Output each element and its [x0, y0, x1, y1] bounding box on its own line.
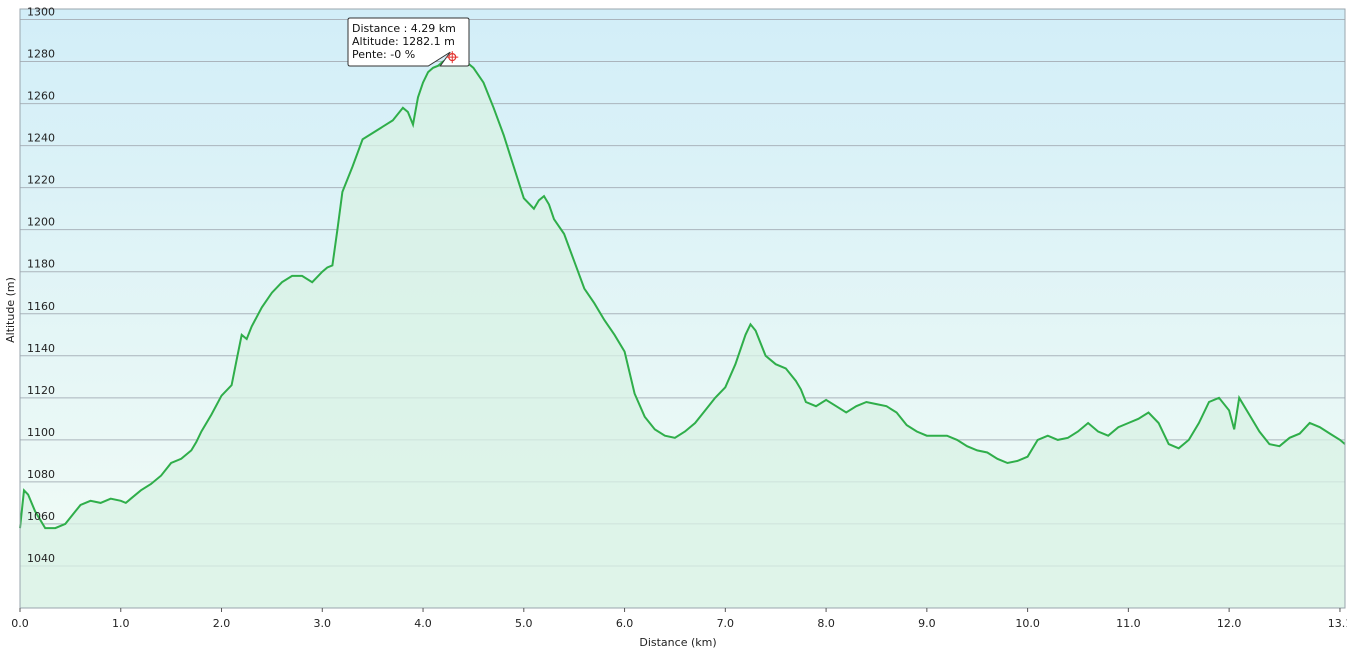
y-tick-label: 1200	[27, 216, 55, 229]
y-tick-label: 1280	[27, 48, 55, 61]
x-tick-label: 8.0	[817, 617, 835, 630]
y-tick-label: 1040	[27, 552, 55, 565]
y-tick-label: 1120	[27, 384, 55, 397]
y-tick-label: 1240	[27, 132, 55, 145]
altitude-line	[19, 56, 1346, 530]
x-tick-label: 13.1	[1328, 617, 1347, 630]
y-tick-label: 1160	[27, 300, 55, 313]
y-tick-label: 1300	[27, 6, 55, 19]
x-tick-label: 9.0	[918, 617, 936, 630]
y-axis-title: Altitude (m)	[4, 277, 17, 343]
x-axis-ticks: 0.0 1.0 2.0 3.0 4.0 5.0 6.0 7.0 8.0 9.0 10.0 11.0 12…	[11, 608, 1347, 630]
y-tick-label: 1180	[27, 258, 55, 271]
y-tick-label: 1140	[27, 342, 55, 355]
y-tick-label: 1060	[27, 510, 55, 523]
x-tick-label: 5.0	[515, 617, 533, 630]
x-tick-label: 6.0	[616, 617, 634, 630]
y-tick-label: 1080	[27, 468, 55, 481]
tooltip-box	[347, 17, 470, 67]
tooltip-line: Distance : 4.29 km	[352, 22, 456, 35]
x-tick-label: 3.0	[314, 617, 332, 630]
x-tick-label: 1.0	[112, 617, 130, 630]
y-axis-ticks: 1040 1060 1080 1100 1120 1140 1160 1180 1200 1220…	[27, 6, 55, 565]
x-tick-label: 7.0	[717, 617, 735, 630]
x-tick-label: 2.0	[213, 617, 231, 630]
x-axis-title: Distance (km)	[639, 636, 716, 649]
tooltip-line: Pente: -0 %	[352, 48, 415, 61]
y-tick-label: 1260	[27, 90, 55, 103]
tooltip-line: Altitude: 1282.1 m	[352, 35, 455, 48]
plot-frame	[19, 8, 1346, 609]
x-tick-label: 0.0	[11, 617, 29, 630]
x-tick-label: 12.0	[1217, 617, 1242, 630]
x-tick-label: 4.0	[414, 617, 432, 630]
y-tick-label: 1100	[27, 426, 55, 439]
x-tick-label: 11.0	[1116, 617, 1141, 630]
altitude-area	[20, 57, 1345, 609]
y-tick-label: 1220	[27, 174, 55, 187]
x-tick-label: 10.0	[1015, 617, 1040, 630]
